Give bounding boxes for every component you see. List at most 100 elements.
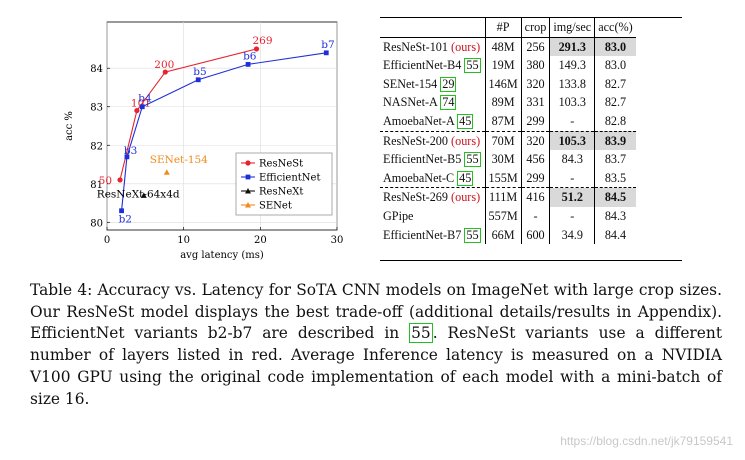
- citation-link[interactable]: 45: [457, 170, 474, 186]
- legend-label: EfficientNet: [259, 173, 320, 184]
- watermark-url: https://blog.csdn.net/jk79159541: [560, 434, 733, 448]
- x-tick-label: 0: [104, 235, 110, 246]
- model-name: AmoebaNet-C: [383, 170, 455, 185]
- params-cell: 48M: [484, 37, 522, 57]
- acc-cell: 83.0: [594, 37, 636, 57]
- caption-citation[interactable]: 55: [409, 323, 433, 344]
- model-name-cell: ResNeSt-269 (ours): [380, 187, 486, 207]
- table-caption: Table 4: Accuracy vs. Latency for SoTA C…: [30, 280, 722, 410]
- crop-cell: 320: [520, 74, 550, 94]
- legend-label: ResNeSt: [259, 159, 303, 170]
- table-row: EfficientNet-B4 55 19M 380 149.3 83.0: [380, 56, 636, 75]
- legend-marker: [245, 188, 251, 194]
- params-cell: 89M: [484, 93, 522, 112]
- crop-cell: 299: [520, 111, 550, 132]
- table-header-row: #P crop img/sec acc(%): [380, 18, 636, 38]
- imgsec-cell: 133.8: [549, 74, 595, 94]
- point-label: ResNeXt-64x4d: [97, 188, 180, 200]
- crop-cell: 256: [520, 37, 550, 57]
- model-name: EfficientNet-B7: [383, 227, 462, 242]
- table-body: ResNeSt-101 (ours) 48M 256 291.3 83.0 Efficie…: [380, 37, 636, 245]
- citation-link[interactable]: 29: [440, 76, 457, 92]
- x-tick-label: 10: [177, 235, 190, 246]
- acc-cell: 83.9: [594, 130, 636, 151]
- legend-label: ResNeXt: [259, 187, 303, 198]
- model-name: AmoebaNet-A: [383, 113, 455, 128]
- point-label: 101: [131, 98, 151, 110]
- table-bottom-rule: [380, 260, 682, 261]
- caption-text-1: Accuracy vs. Latency for SoTA CNN models…: [30, 281, 722, 343]
- table-row: AmoebaNet-A 45 87M 299-82.8: [380, 111, 636, 132]
- table-row: EfficientNet-B7 55 66M 600 34.9 84.4: [380, 225, 636, 245]
- header-model: [380, 18, 486, 38]
- acc-cell: 82.7: [594, 74, 636, 94]
- data-point-efficientnet: [195, 77, 201, 83]
- citation-link[interactable]: 55: [464, 152, 481, 168]
- series-line-efficientnet: [121, 52, 327, 211]
- x-tick-label: 30: [331, 235, 344, 246]
- x-tick-label: 20: [254, 235, 267, 246]
- caption-text-2: . ResNeSt variants use a different numbe…: [30, 324, 722, 408]
- ours-tag: (ours): [448, 190, 481, 205]
- acc-cell: 84.3: [594, 206, 636, 226]
- imgsec-cell: -: [549, 168, 595, 188]
- model-name-cell: AmoebaNet-C 45: [380, 169, 485, 188]
- table-row: NASNet-A 74 89M 331 103.3 82.7: [380, 93, 636, 112]
- data-point-senet: [163, 169, 170, 175]
- ours-tag: (ours): [448, 133, 481, 148]
- imgsec-cell: 34.9: [549, 225, 595, 245]
- model-name: ResNeSt-269: [383, 190, 448, 205]
- model-name-cell: GPipe: [380, 207, 485, 226]
- params-cell: 111M: [484, 187, 522, 207]
- params-cell: 66M: [484, 225, 522, 245]
- point-label: 50: [99, 175, 112, 187]
- point-label: b4: [138, 93, 152, 105]
- crop-cell: 416: [520, 187, 550, 207]
- table-row: ResNeSt-200 (ours) 70M 320 105.3 83.9: [380, 130, 636, 151]
- model-name: EfficientNet-B5: [383, 152, 462, 167]
- data-point-efficientnet: [323, 50, 329, 56]
- acc-cell: 83.0: [594, 56, 636, 75]
- imgsec-cell: 291.3: [549, 37, 595, 57]
- model-name-cell: EfficientNet-B5 55: [380, 150, 485, 169]
- citation-link[interactable]: 55: [464, 58, 481, 74]
- crop-cell: 600: [520, 225, 550, 245]
- point-label: b5: [193, 66, 206, 78]
- header-acc: acc(%): [594, 18, 636, 38]
- crop-cell: -: [520, 206, 550, 226]
- model-name: SENet-154: [383, 76, 438, 91]
- data-point-efficientnet: [119, 208, 124, 214]
- data-point-resnest: [117, 177, 123, 183]
- citation-link[interactable]: 55: [464, 227, 481, 243]
- acc-cell: 82.7: [594, 93, 636, 112]
- model-name: EfficientNet-B4: [383, 58, 462, 73]
- legend-marker: [245, 160, 251, 166]
- data-point-resnest: [253, 46, 260, 52]
- imgsec-cell: 103.3: [549, 93, 595, 112]
- citation-link[interactable]: 74: [440, 95, 457, 111]
- model-name-cell: EfficientNet-B7 55: [380, 226, 485, 245]
- x-axis-label: avg latency (ms): [180, 250, 264, 260]
- point-label: SENet-154: [150, 154, 208, 166]
- legend-marker: [245, 174, 251, 180]
- acc-cell: 84.5: [594, 187, 636, 207]
- crop-cell: 380: [520, 56, 550, 75]
- model-name: GPipe: [383, 208, 414, 223]
- params-cell: 19M: [484, 56, 522, 75]
- params-cell: 557M: [484, 206, 522, 226]
- caption-label: Table 4:: [30, 281, 93, 299]
- crop-cell: 299: [520, 168, 550, 188]
- crop-cell: 456: [520, 150, 550, 169]
- crop-cell: 331: [520, 93, 550, 112]
- y-tick-label: 80: [90, 218, 103, 229]
- data-point-efficientnet: [139, 104, 145, 110]
- point-label: b7: [321, 39, 334, 51]
- citation-link[interactable]: 45: [457, 113, 474, 129]
- imgsec-cell: 149.3: [549, 56, 595, 75]
- point-label: b6: [243, 50, 257, 62]
- acc-cell: 84.4: [594, 225, 636, 245]
- params-cell: 30M: [484, 150, 522, 169]
- table-top-rule: [380, 17, 682, 18]
- params-cell: 155M: [484, 168, 522, 188]
- model-name: ResNeSt-101: [383, 39, 448, 54]
